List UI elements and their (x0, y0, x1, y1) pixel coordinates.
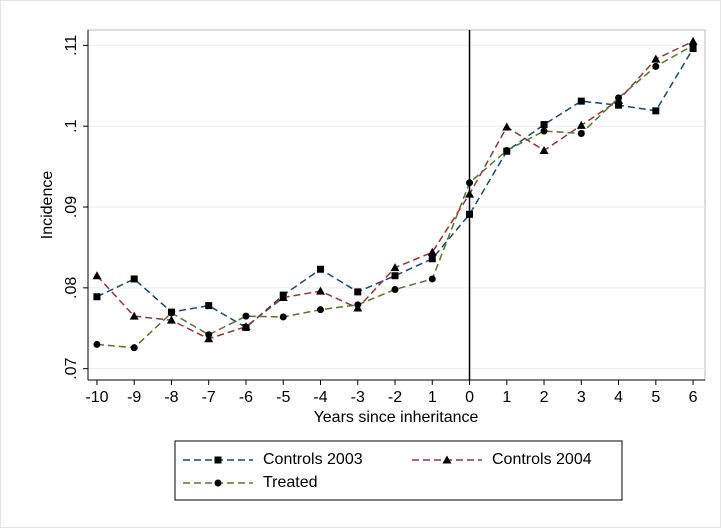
marker (315, 286, 325, 295)
legend-marker (442, 455, 452, 464)
legend-marker (214, 479, 222, 487)
x-tick-label: 1 (502, 389, 511, 406)
marker (689, 41, 697, 49)
y-tick-label: .07 (63, 357, 80, 379)
marker (466, 179, 474, 187)
marker (539, 145, 549, 154)
marker (278, 293, 288, 302)
x-tick-label: 3 (577, 389, 586, 406)
marker (205, 331, 213, 339)
x-tick-label: -2 (388, 389, 402, 406)
legend (174, 440, 623, 501)
x-tick-label: -4 (313, 389, 327, 406)
x-tick-label: 1 (428, 389, 437, 406)
legend-marker (214, 456, 222, 464)
x-tick-label: 0 (465, 389, 474, 406)
marker (205, 302, 213, 310)
marker (167, 309, 175, 317)
marker (93, 340, 101, 348)
marker (652, 62, 660, 70)
marker (428, 255, 436, 263)
marker (466, 210, 474, 218)
marker (540, 127, 548, 135)
marker (651, 54, 661, 63)
marker (204, 334, 214, 343)
marker (130, 344, 138, 352)
series-line (96, 48, 694, 329)
x-tick-label: 4 (614, 389, 623, 406)
marker (615, 94, 623, 102)
y-tick-label: .08 (63, 277, 80, 299)
marker (316, 306, 324, 314)
marker (503, 146, 511, 154)
marker (502, 122, 512, 131)
marker (540, 121, 548, 129)
marker (279, 313, 287, 321)
x-tick-label: -10 (85, 389, 108, 406)
marker (241, 322, 251, 331)
marker (316, 265, 324, 273)
marker (129, 311, 139, 320)
marker (390, 263, 400, 272)
marker (92, 271, 102, 280)
x-tick-label: -9 (127, 389, 141, 406)
marker (428, 275, 436, 283)
marker (166, 315, 176, 324)
marker (354, 301, 362, 309)
marker (242, 312, 250, 320)
x-tick-label: 2 (540, 389, 549, 406)
marker (93, 293, 101, 301)
marker (577, 129, 585, 137)
marker (427, 247, 437, 256)
plot-area (87, 29, 706, 381)
x-tick-label: 6 (689, 389, 698, 406)
y-tick-label: .1 (63, 119, 80, 132)
marker (577, 97, 585, 105)
x-tick-label: -3 (351, 389, 365, 406)
marker (354, 288, 362, 296)
x-axis-title: Years since inheritance (314, 409, 479, 426)
y-axis-title: Incidence (39, 171, 56, 240)
y-tick-label: .09 (63, 196, 80, 218)
marker (391, 272, 399, 280)
legend-label: Controls 2003 (263, 451, 363, 468)
legend-label: Treated (263, 474, 318, 491)
marker (130, 275, 138, 283)
marker (652, 107, 660, 115)
x-tick-label: -6 (239, 389, 253, 406)
x-tick-label: 5 (651, 389, 660, 406)
marker (465, 189, 475, 198)
legend-label: Controls 2004 (492, 451, 592, 468)
x-tick-label: -8 (164, 389, 178, 406)
x-tick-label: -5 (276, 389, 290, 406)
x-tick-label: -7 (202, 389, 216, 406)
y-tick-label: .11 (63, 35, 80, 56)
marker (391, 285, 399, 293)
marker (615, 101, 623, 109)
marker (576, 120, 586, 129)
